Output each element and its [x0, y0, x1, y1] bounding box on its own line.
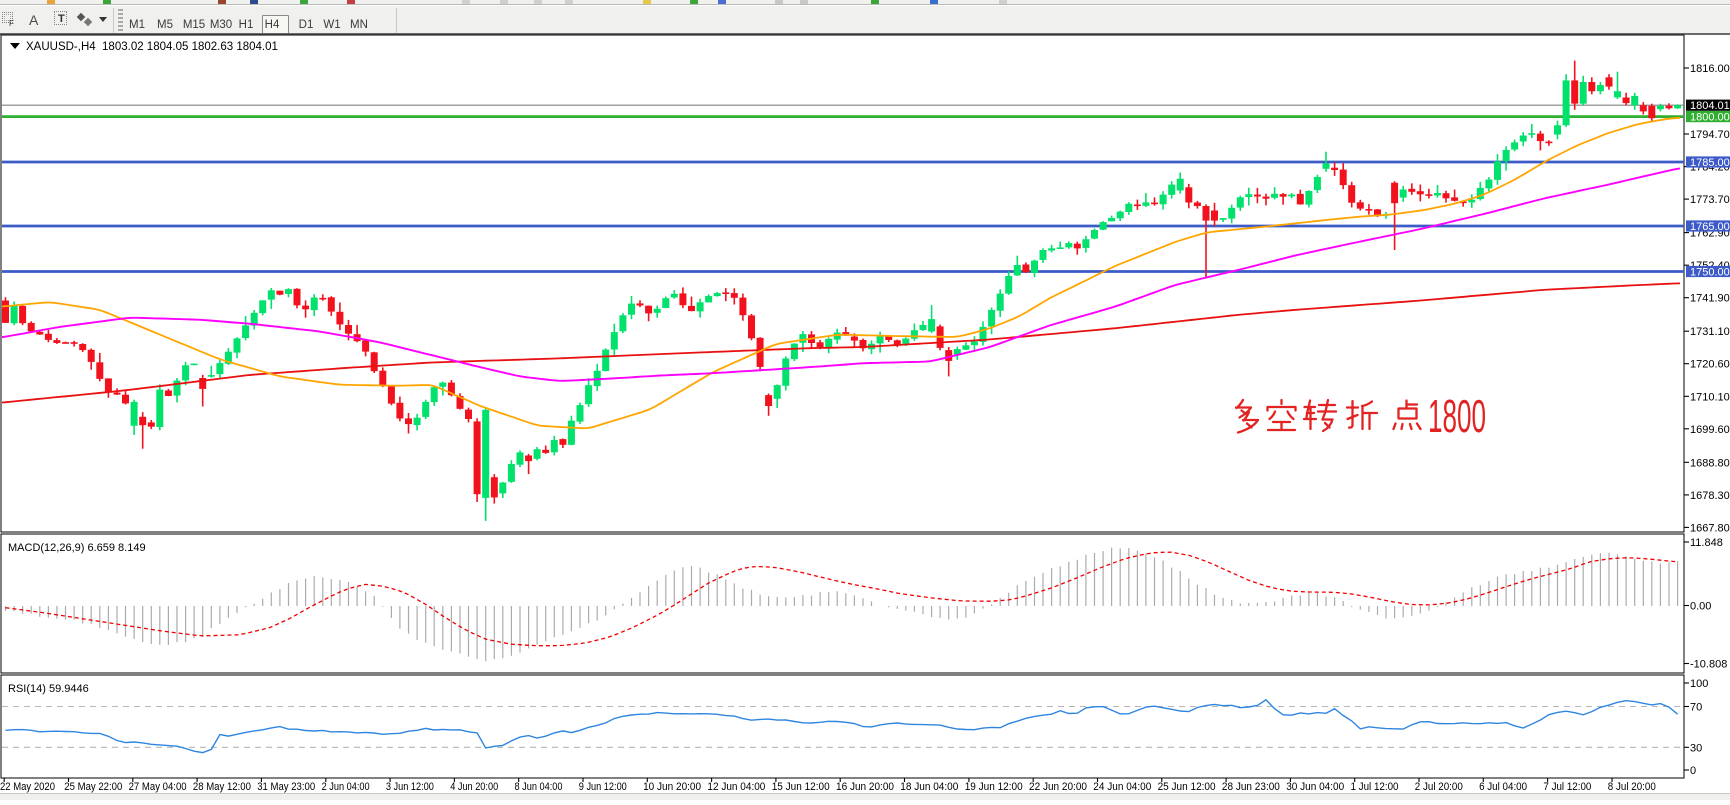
svg-text:16 Jun 20:00: 16 Jun 20:00: [836, 781, 894, 793]
svg-text:1800.00: 1800.00: [1690, 112, 1730, 124]
svg-text:1750.00: 1750.00: [1690, 267, 1730, 279]
svg-text:1731.10: 1731.10: [1690, 326, 1730, 338]
svg-text:1800: 1800: [1428, 390, 1486, 442]
svg-text:0.00: 0.00: [1690, 601, 1711, 613]
svg-text:3 Jun 12:00: 3 Jun 12:00: [386, 781, 434, 793]
svg-text:8 Jul 20:00: 8 Jul 20:00: [1608, 781, 1656, 793]
svg-text:1816.00: 1816.00: [1690, 63, 1730, 75]
svg-text:22 Jun 20:00: 22 Jun 20:00: [1029, 781, 1087, 793]
svg-text:24 Jun 04:00: 24 Jun 04:00: [1093, 781, 1151, 793]
svg-text:1785.00: 1785.00: [1690, 157, 1730, 169]
svg-text:1765.00: 1765.00: [1690, 221, 1730, 233]
svg-text:7 Jul 12:00: 7 Jul 12:00: [1543, 781, 1591, 793]
svg-text:70: 70: [1690, 702, 1702, 714]
svg-text:MACD(12,26,9) 6.659 8.149: MACD(12,26,9) 6.659 8.149: [8, 542, 146, 554]
svg-text:2 Jun 04:00: 2 Jun 04:00: [322, 781, 370, 793]
svg-text:18 Jun 04:00: 18 Jun 04:00: [900, 781, 958, 793]
svg-text:1794.70: 1794.70: [1690, 129, 1730, 141]
svg-text:1804.01: 1804.01: [1690, 100, 1730, 112]
svg-text:0: 0: [1690, 765, 1696, 777]
svg-text:19 Jun 12:00: 19 Jun 12:00: [965, 781, 1023, 793]
svg-text:25 May 22:00: 25 May 22:00: [64, 781, 122, 793]
svg-text:-10.808: -10.808: [1690, 659, 1727, 671]
svg-text:12 Jun 04:00: 12 Jun 04:00: [707, 781, 765, 793]
svg-text:9 Jun 12:00: 9 Jun 12:00: [579, 781, 627, 793]
svg-text:8 Jun 04:00: 8 Jun 04:00: [515, 781, 563, 793]
svg-text:1688.80: 1688.80: [1690, 457, 1730, 469]
svg-text:100: 100: [1690, 678, 1708, 690]
svg-text:2 Jul 20:00: 2 Jul 20:00: [1415, 781, 1463, 793]
svg-text:10 Jun 20:00: 10 Jun 20:00: [643, 781, 701, 793]
svg-text:RSI(14) 59.9446: RSI(14) 59.9446: [8, 683, 89, 695]
svg-text:30: 30: [1690, 742, 1702, 754]
svg-text:1678.30: 1678.30: [1690, 490, 1730, 502]
svg-text:1741.90: 1741.90: [1690, 293, 1730, 305]
svg-text:4 Jun 20:00: 4 Jun 20:00: [450, 781, 498, 793]
svg-text:28 May 12:00: 28 May 12:00: [193, 781, 251, 793]
svg-text:28 Jun 23:00: 28 Jun 23:00: [1222, 781, 1280, 793]
svg-text:1667.80: 1667.80: [1690, 522, 1730, 534]
svg-text:15 Jun 12:00: 15 Jun 12:00: [772, 781, 830, 793]
svg-text:1773.70: 1773.70: [1690, 194, 1730, 206]
svg-text:XAUUSD-,H4 1803.02 1804.05 18: XAUUSD-,H4 1803.02 1804.05 1802.63 1804.…: [26, 41, 278, 53]
svg-text:11.848: 11.848: [1690, 537, 1723, 549]
svg-text:1710.10: 1710.10: [1690, 391, 1730, 403]
svg-text:1 Jul 12:00: 1 Jul 12:00: [1351, 781, 1399, 793]
svg-text:1699.60: 1699.60: [1690, 424, 1730, 436]
svg-text:22 May 2020: 22 May 2020: [0, 781, 55, 793]
svg-text:25 Jun 12:00: 25 Jun 12:00: [1158, 781, 1216, 793]
svg-text:31 May 23:00: 31 May 23:00: [257, 781, 315, 793]
svg-text:1720.60: 1720.60: [1690, 359, 1730, 371]
svg-text:27 May 04:00: 27 May 04:00: [129, 781, 187, 793]
svg-text:6 Jul 04:00: 6 Jul 04:00: [1479, 781, 1527, 793]
svg-text:30 Jun 04:00: 30 Jun 04:00: [1286, 781, 1344, 793]
